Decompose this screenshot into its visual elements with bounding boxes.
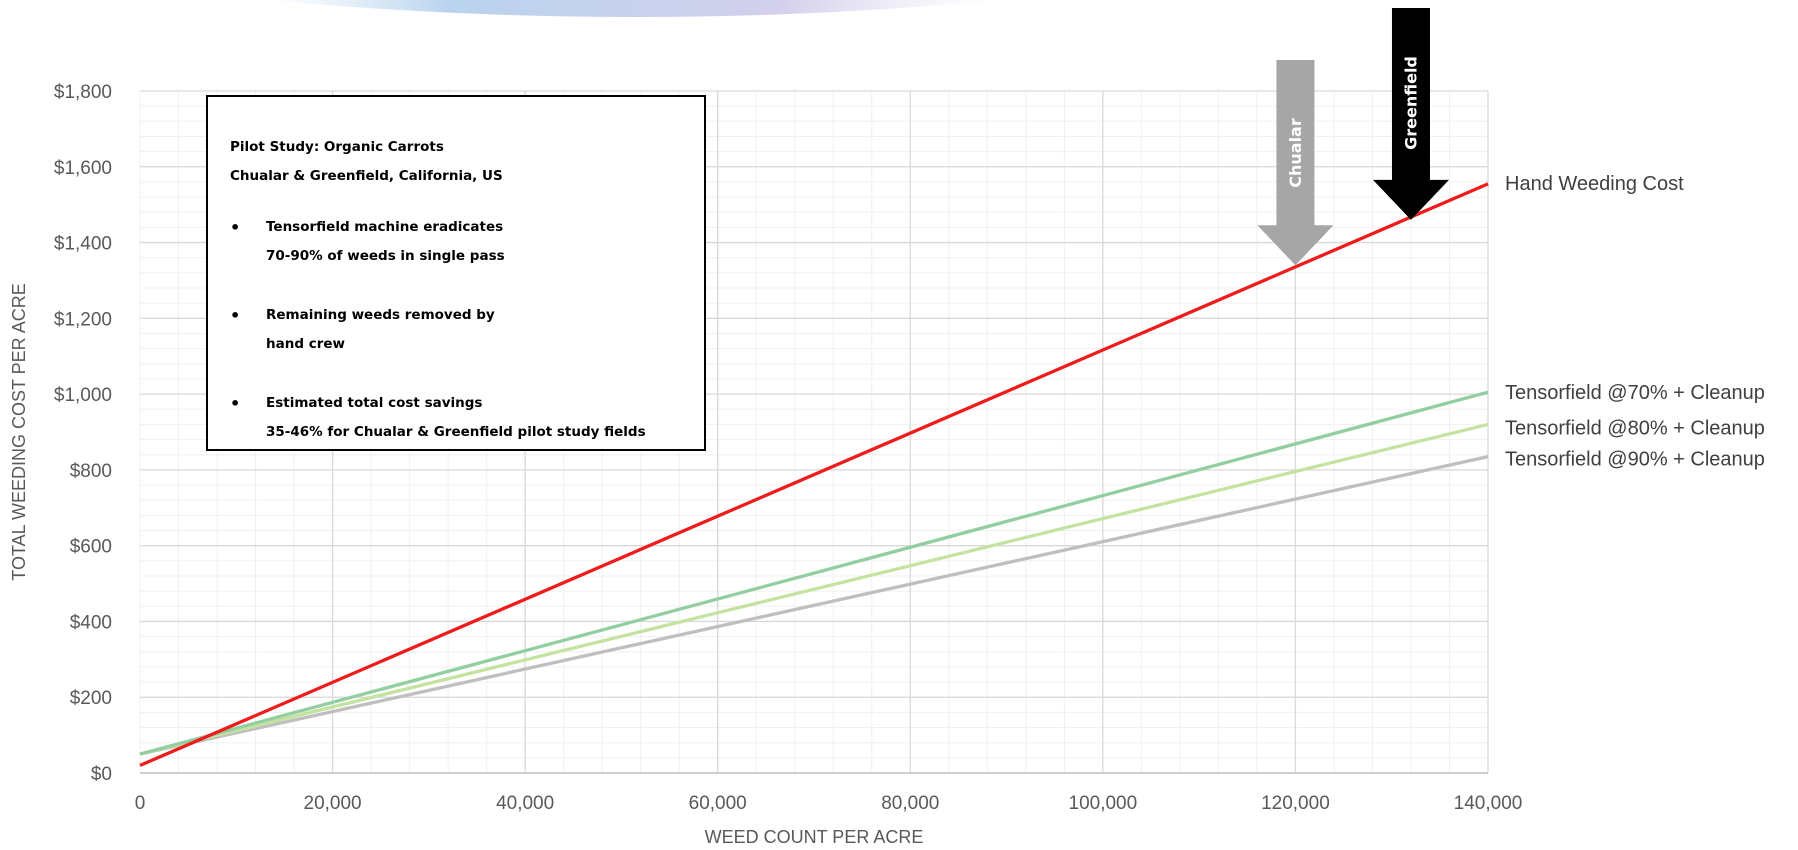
x-tick-label: 0 [135,793,146,814]
series-line [139,390,1489,756]
series-label: Tensorfield @80% + Cleanup [1505,417,1765,439]
x-axis-ticks: 0 20,000 40,000 60,000 80,000 100,000 120,000 1… [135,793,1523,814]
series-label: Tensorfield @70% + Cleanup [1505,382,1765,404]
y-tick-label: $1,800 [54,82,112,103]
y-axis-ticks: $0 $200 $400 $600 $800 $1,000 $1,200 $1,400 $1,6… [54,82,112,785]
note-title-line2: Chualar & Greenfield, California, US [230,168,503,184]
series-line [139,182,1489,767]
note-item-line1: Tensorfield machine eradicates [266,219,504,235]
y-tick-label: $1,600 [54,158,112,179]
bullet-icon: • [230,306,241,325]
x-tick-label: 100,000 [1069,793,1138,814]
y-tick-label: $400 [70,612,112,633]
x-tick-label: 20,000 [304,793,362,814]
series-line [139,422,1489,756]
y-tick-label: $0 [91,764,112,785]
y-axis-title: TOTAL WEEDING COST PER ACRE [9,283,29,580]
note-item: • Tensorfield machine eradicates 70-90% … [230,213,682,271]
arrow-label: Chualar [1286,118,1305,188]
note-item-line2: 35-46% for Chualar & Greenfield pilot st… [266,424,646,440]
pilot-study-note: Pilot Study: Organic Carrots Chualar & G… [206,95,706,451]
y-tick-label: $600 [70,537,112,558]
header-decoration [265,0,1000,17]
series-labels: Hand Weeding Cost Tensorfield @70% + Clea… [1505,173,1765,471]
series-label: Tensorfield @90% + Cleanup [1505,449,1765,471]
x-tick-label: 40,000 [496,793,554,814]
bullet-icon: • [230,218,241,237]
site-arrows: Chualar Greenfield [1257,8,1449,266]
x-tick-label: 140,000 [1454,793,1523,814]
arrow-down-icon [1257,60,1334,266]
y-tick-label: $200 [70,688,112,709]
series-lines [139,182,1489,767]
note-item-line1: Remaining weeds removed by [266,307,495,323]
note-item-line2: hand crew [266,336,345,352]
y-tick-label: $1,400 [54,234,112,255]
x-tick-label: 120,000 [1261,793,1330,814]
y-tick-label: $1,200 [54,309,112,330]
x-tick-label: 80,000 [881,793,939,814]
note-title-line1: Pilot Study: Organic Carrots [230,139,444,155]
x-tick-label: 60,000 [689,793,747,814]
x-axis-title: WEED COUNT PER ACRE [705,827,924,847]
series-label: Hand Weeding Cost [1505,173,1684,195]
series-line [139,455,1489,756]
arrow-down-icon [1372,8,1449,220]
note-item: • Remaining weeds removed by hand crew [230,301,682,359]
note-item: • Estimated total cost savings 35-46% fo… [230,389,682,447]
note-list: • Tensorfield machine eradicates 70-90% … [230,213,682,447]
bullet-icon: • [230,394,241,413]
note-item-line2: 70-90% of weeds in single pass [266,248,505,264]
y-tick-label: $1,000 [54,385,112,406]
note-item-line1: Estimated total cost savings [266,395,483,411]
y-tick-label: $800 [70,461,112,482]
arrow-label: Greenfield [1401,56,1420,150]
